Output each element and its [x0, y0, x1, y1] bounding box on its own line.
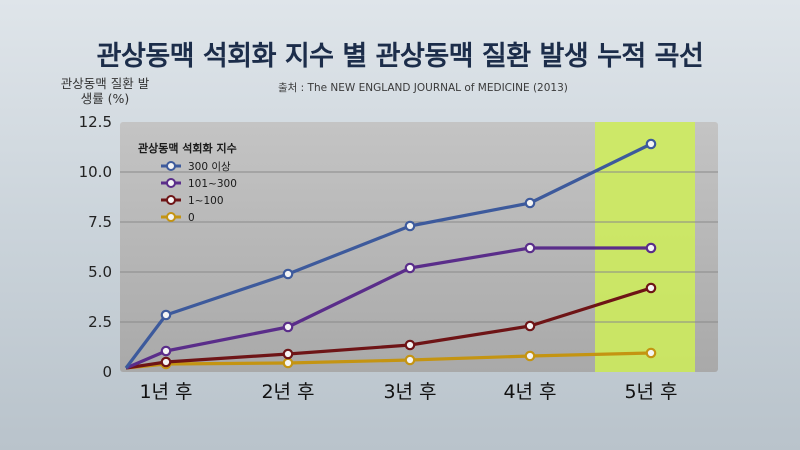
x-tick-label: 2년 후	[261, 381, 314, 403]
data-point	[524, 242, 536, 254]
y-axis-label: 관상동맥 질환 발생률 (%)	[60, 76, 150, 106]
y-tick-labels: 0 2.5 5.0 7.5 10.0 12.5	[79, 113, 112, 381]
series-line	[124, 142, 652, 369]
series-line	[125, 286, 652, 370]
data-point	[282, 321, 294, 333]
legend-swatch-marker	[166, 195, 176, 205]
data-point	[160, 345, 172, 357]
legend-swatch-marker	[166, 178, 176, 188]
x-tick-label: 5년 후	[624, 381, 677, 403]
legend: 관상동맥 석회화 지수 300 이상 101~300 1~100 0	[138, 141, 237, 224]
data-point	[524, 350, 536, 362]
legend-label: 0	[188, 212, 195, 224]
y-tick-label: 0	[102, 363, 112, 381]
data-point	[160, 356, 172, 368]
data-point	[282, 348, 294, 360]
data-point	[282, 357, 294, 369]
legend-label: 101~300	[188, 178, 237, 190]
data-point	[404, 220, 416, 232]
legend-swatch-marker	[166, 161, 176, 171]
legend-label: 300 이상	[188, 161, 231, 173]
data-point	[404, 262, 416, 274]
source-note: 출처 : The NEW ENGLAND JOURNAL of MEDICINE…	[278, 82, 568, 94]
legend-label: 1~100	[188, 195, 224, 207]
data-point	[282, 268, 294, 280]
data-point	[524, 320, 536, 332]
legend-title: 관상동맥 석회화 지수	[138, 141, 237, 155]
data-point	[645, 242, 657, 254]
data-point	[404, 339, 416, 351]
series-lines	[124, 138, 657, 370]
data-point	[645, 282, 657, 294]
y-tick-label: 5.0	[88, 263, 112, 281]
x-tick-labels: 1년 후 2년 후 3년 후 4년 후 5년 후	[139, 381, 677, 403]
series-line	[125, 351, 652, 370]
data-point	[645, 138, 657, 150]
data-point	[404, 354, 416, 366]
y-tick-label: 2.5	[88, 313, 112, 331]
y-tick-label: 12.5	[79, 113, 112, 131]
x-tick-label: 1년 후	[139, 381, 192, 403]
data-point	[645, 347, 657, 359]
y-tick-label: 7.5	[88, 213, 112, 231]
data-point	[160, 309, 172, 321]
grid-lines	[120, 171, 718, 323]
series-line	[125, 246, 651, 370]
x-tick-label: 4년 후	[503, 381, 556, 403]
legend-swatch-marker	[166, 212, 176, 222]
x-tick-label: 3년 후	[383, 381, 436, 403]
y-tick-label: 10.0	[79, 163, 112, 181]
chart-title: 관상동맥 석회화 지수 별 관상동맥 질환 발생 누적 곡선	[96, 41, 704, 72]
data-point	[524, 197, 536, 209]
